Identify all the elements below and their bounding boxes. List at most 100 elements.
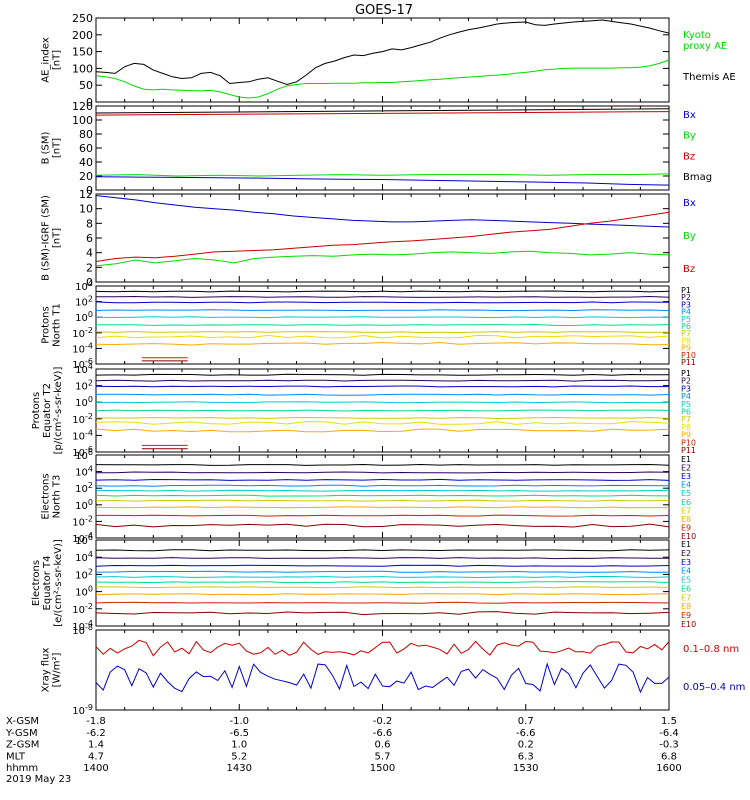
ephemeris-value: 1430 — [227, 763, 252, 774]
panel-8-ylabel-line: Xray flux — [41, 648, 52, 693]
panel-7-channel-e7 — [96, 586, 670, 589]
panel-6-channel-e7 — [95, 499, 670, 502]
ephemeris-value: -6.6 — [373, 728, 393, 739]
ephemeris-value: 4.7 — [88, 751, 104, 762]
ephemeris-value: 0.7 — [518, 716, 534, 727]
panel-1-frame — [95, 17, 670, 103]
panel-5-channel-p1 — [95, 373, 669, 376]
panel-7-channel-e1 — [95, 549, 670, 552]
panel-5-legend-p1: P1 — [681, 369, 691, 378]
panel-1-ylabel-line: AE_index — [41, 37, 52, 83]
panel-2-ytick-label: 40 — [79, 156, 93, 169]
panel-5-channel-p9 — [95, 428, 670, 433]
panel-1-ylabel-line: [nT] — [52, 50, 63, 70]
ephemeris-value: -1.8 — [86, 716, 106, 727]
panel-4-legend-p2: P2 — [681, 293, 691, 302]
panel-7-ytick-label: 10-2 — [72, 602, 93, 616]
panel-2-legend-bmag: Bmag — [683, 172, 712, 183]
panel-5-channel-p4 — [95, 393, 670, 396]
ephemeris-value: -6.2 — [86, 728, 106, 739]
panel-7-channel-e8 — [95, 593, 670, 596]
panel-4-channel-p3 — [95, 301, 670, 304]
ephemeris-value: 5.7 — [375, 751, 391, 762]
panel-2-legend-bz: Bz — [683, 151, 695, 162]
panel-6-channel-e3 — [95, 478, 670, 481]
panel-8-ylabel-line: [W/m²] — [52, 652, 63, 687]
panel-3-legend-bz: Bz — [683, 264, 695, 275]
panel-7-legend-e2: E2 — [681, 549, 691, 558]
panel-4-channel-p5 — [95, 316, 670, 319]
panel-7-ylabel-line: [e/(cm²-s-sr-keV)] — [53, 539, 64, 627]
panel-1-legend-themis-ae: Themis AE — [682, 72, 736, 83]
panel-7-legend-e8: E8 — [681, 602, 691, 611]
panel-3-ytick-label: 4 — [86, 247, 93, 260]
ephemeris-value: 1400 — [83, 763, 108, 774]
panel-7-legend-e5: E5 — [681, 576, 691, 585]
panel-5-legend-p2: P2 — [681, 377, 691, 386]
panel-1-ytick-label: 150 — [72, 46, 93, 59]
panel-5-ytick-label: 104 — [75, 362, 93, 376]
panel-4-legend-p1: P1 — [681, 286, 691, 295]
panel-4-ylabel-line: North T1 — [52, 303, 63, 347]
panel-5-ylabel-line: [p/(cm²-s-sr-keV)] — [53, 367, 64, 455]
panel-2-ytick-label: 20 — [79, 170, 93, 183]
panel-5-legend-p9: P9 — [681, 431, 691, 440]
panel-4-legend-p7: P7 — [681, 329, 691, 338]
panel-4-ytick-label: 10-4 — [72, 341, 93, 355]
panel-7-channel-e5 — [95, 576, 670, 579]
panel-7-legend-e6: E6 — [681, 584, 691, 593]
panel-3-series-bx — [95, 195, 670, 228]
panel-5-ytick-label: 102 — [75, 379, 93, 393]
panel-7-channel-e10 — [95, 611, 670, 616]
panel-4-legend-p11: P11 — [681, 358, 696, 367]
panel-6-legend-e8: E8 — [681, 515, 691, 524]
panel-6-ytick-label: 102 — [75, 481, 93, 495]
panel-2-ytick-label: 100 — [72, 114, 93, 127]
panel-5-legend-p3: P3 — [681, 384, 691, 393]
panel-5-ytick-label: 10-4 — [72, 428, 93, 442]
ephemeris-value: 6.8 — [661, 751, 677, 762]
panel-5-channel-p2 — [95, 379, 670, 382]
panel-4-channel-p7 — [95, 331, 669, 334]
panel-1-series-themis-ae — [95, 19, 670, 86]
panel-7-ytick-label: 104 — [75, 550, 93, 564]
panel-3-ytick-label: 12 — [79, 188, 93, 201]
panel-6-channel-e5 — [95, 489, 670, 492]
panel-3-legend-bx: Bx — [683, 198, 696, 209]
panel-6-channel-e10 — [95, 523, 670, 528]
panel-3-series-by — [95, 250, 670, 267]
panel-5-legend-p10: P10 — [681, 438, 696, 447]
panel-8-series-xray-long — [95, 639, 670, 657]
panel-3-ytick-label: 10 — [79, 203, 93, 216]
panel-2-series-bmag — [95, 108, 670, 114]
ephemeris-value: 6.3 — [518, 751, 534, 762]
panel-1-legend-kyoto: Kyoto — [683, 30, 711, 41]
panel-8-ytick-label: 10-8 — [72, 623, 93, 637]
panel-2-ytick-label: 120 — [72, 100, 93, 113]
panel-2-ytick-label: 80 — [79, 128, 93, 141]
panel-6-legend-e3: E3 — [681, 472, 691, 481]
panel-8-legend-0-1-0-8-nm: 0.1–0.8 nm — [683, 644, 739, 655]
panel-7-legend-e3: E3 — [681, 558, 691, 567]
panel-5-ytick-label: 100 — [75, 395, 93, 409]
panel-7-legend-e7: E7 — [681, 593, 691, 602]
panel-6-ylabel-line: Electrons — [41, 473, 52, 519]
ephemeris-row-label: X-GSM — [6, 716, 39, 727]
panel-5-channel-p8 — [95, 420, 670, 425]
ephemeris-value: 0.6 — [375, 740, 391, 751]
panel-8-ytick-label: 10-9 — [72, 703, 93, 717]
panel-3-ytick-label: 2 — [86, 261, 93, 274]
panel-7-channel-e3 — [95, 564, 670, 567]
panel-1-ytick-label: 100 — [72, 62, 93, 75]
panel-4-ytick-label: 102 — [75, 295, 93, 309]
panel-4-ytick-label: 100 — [75, 310, 93, 324]
panel-7-ylabel-line: Equator T4 — [42, 556, 53, 611]
panel-4-legend-p6: P6 — [681, 322, 691, 331]
panel-4-channel-p2 — [96, 295, 670, 298]
ephemeris-value: 1.0 — [231, 740, 247, 751]
panel-7-ytick-label: 100 — [75, 585, 93, 599]
panel-5-ylabel-line: Equator T2 — [42, 383, 53, 438]
panel-4-channel-p6 — [95, 323, 670, 327]
panel-7-channel-e9 — [95, 601, 670, 604]
